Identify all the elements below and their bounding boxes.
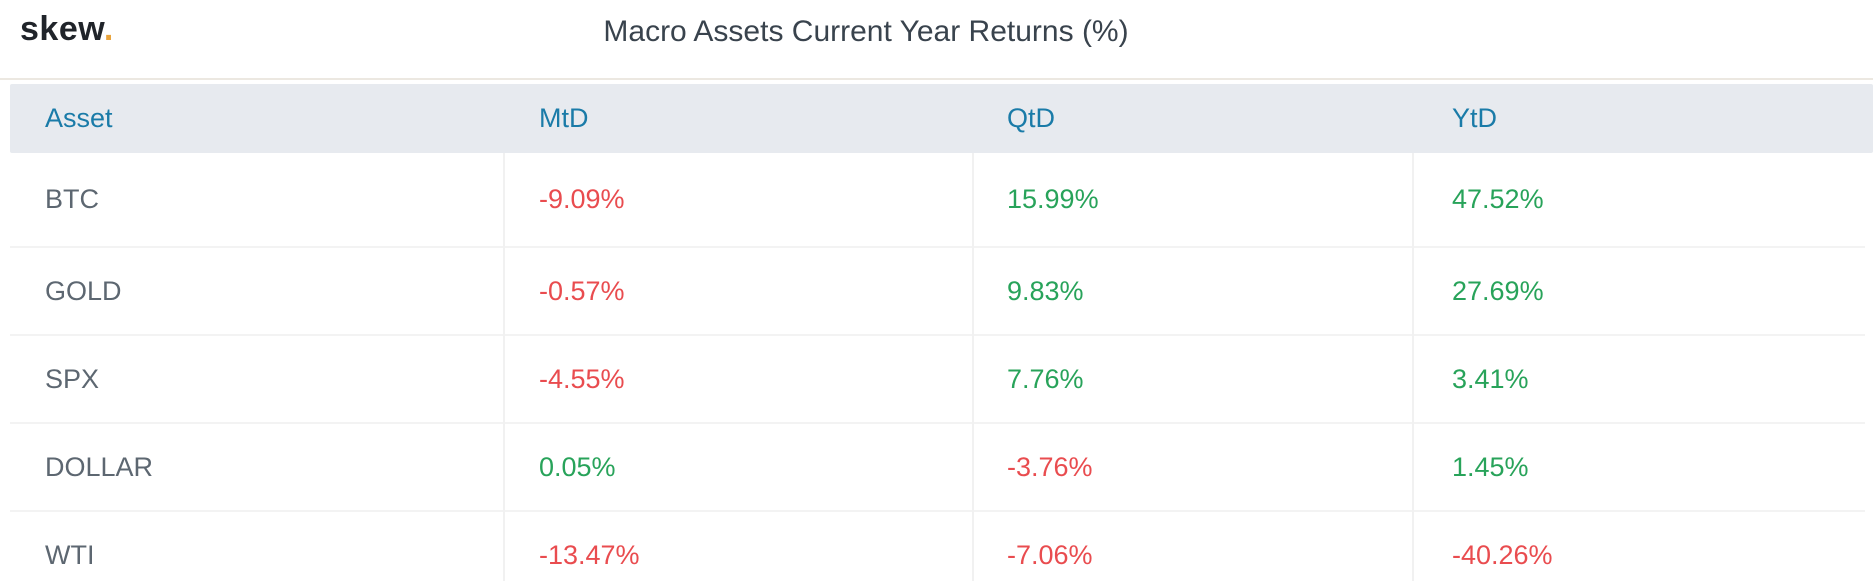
qtd-value: 9.83% xyxy=(1007,275,1084,306)
logo-dot: . xyxy=(103,10,114,48)
mtd-value: -13.47% xyxy=(539,539,640,570)
table-row: BTC -9.09% 15.99% 47.52% xyxy=(10,153,1865,248)
table-row: DOLLAR 0.05% -3.76% 1.45% xyxy=(10,424,1865,512)
mtd-value: -9.09% xyxy=(539,184,625,214)
ytd-value: -40.26% xyxy=(1452,539,1553,570)
asset-name: BTC xyxy=(45,184,99,214)
column-header-qtd[interactable]: QtD xyxy=(1007,103,1056,133)
asset-name: WTI xyxy=(45,539,95,570)
column-divider xyxy=(1412,153,1414,581)
ytd-value: 47.52% xyxy=(1452,184,1544,214)
mtd-value: -4.55% xyxy=(539,363,625,394)
asset-name: SPX xyxy=(45,363,100,394)
table-header-row: Asset MtD QtD YtD xyxy=(10,84,1873,153)
qtd-value: -3.76% xyxy=(1007,451,1093,482)
column-divider xyxy=(972,153,974,581)
table-row: GOLD -0.57% 9.83% 27.69% xyxy=(10,248,1865,336)
asset-name: GOLD xyxy=(45,275,122,306)
column-header-asset[interactable]: Asset xyxy=(45,103,113,133)
ytd-value: 27.69% xyxy=(1452,275,1544,306)
mtd-value: 0.05% xyxy=(539,451,616,482)
logo-text: skew xyxy=(20,10,104,48)
ytd-value: 1.45% xyxy=(1452,451,1529,482)
column-header-ytd[interactable]: YtD xyxy=(1452,103,1498,133)
qtd-value: -7.06% xyxy=(1007,539,1093,570)
table-row: WTI -13.47% -7.06% -40.26% xyxy=(10,512,1865,581)
ytd-value: 3.41% xyxy=(1452,363,1529,394)
table-body: BTC -9.09% 15.99% 47.52% GOLD -0.57% 9.8… xyxy=(10,153,1865,581)
table-row: SPX -4.55% 7.76% 3.41% xyxy=(10,336,1865,424)
mtd-value: -0.57% xyxy=(539,275,625,306)
column-header-mtd[interactable]: MtD xyxy=(539,103,589,133)
qtd-value: 7.76% xyxy=(1007,363,1084,394)
header-top-divider xyxy=(0,78,1873,80)
qtd-value: 15.99% xyxy=(1007,184,1099,214)
asset-name: DOLLAR xyxy=(45,451,154,482)
column-divider xyxy=(503,153,505,581)
page-title: Macro Assets Current Year Returns (%) xyxy=(603,15,1129,48)
skew-logo[interactable]: skew. xyxy=(20,10,114,49)
